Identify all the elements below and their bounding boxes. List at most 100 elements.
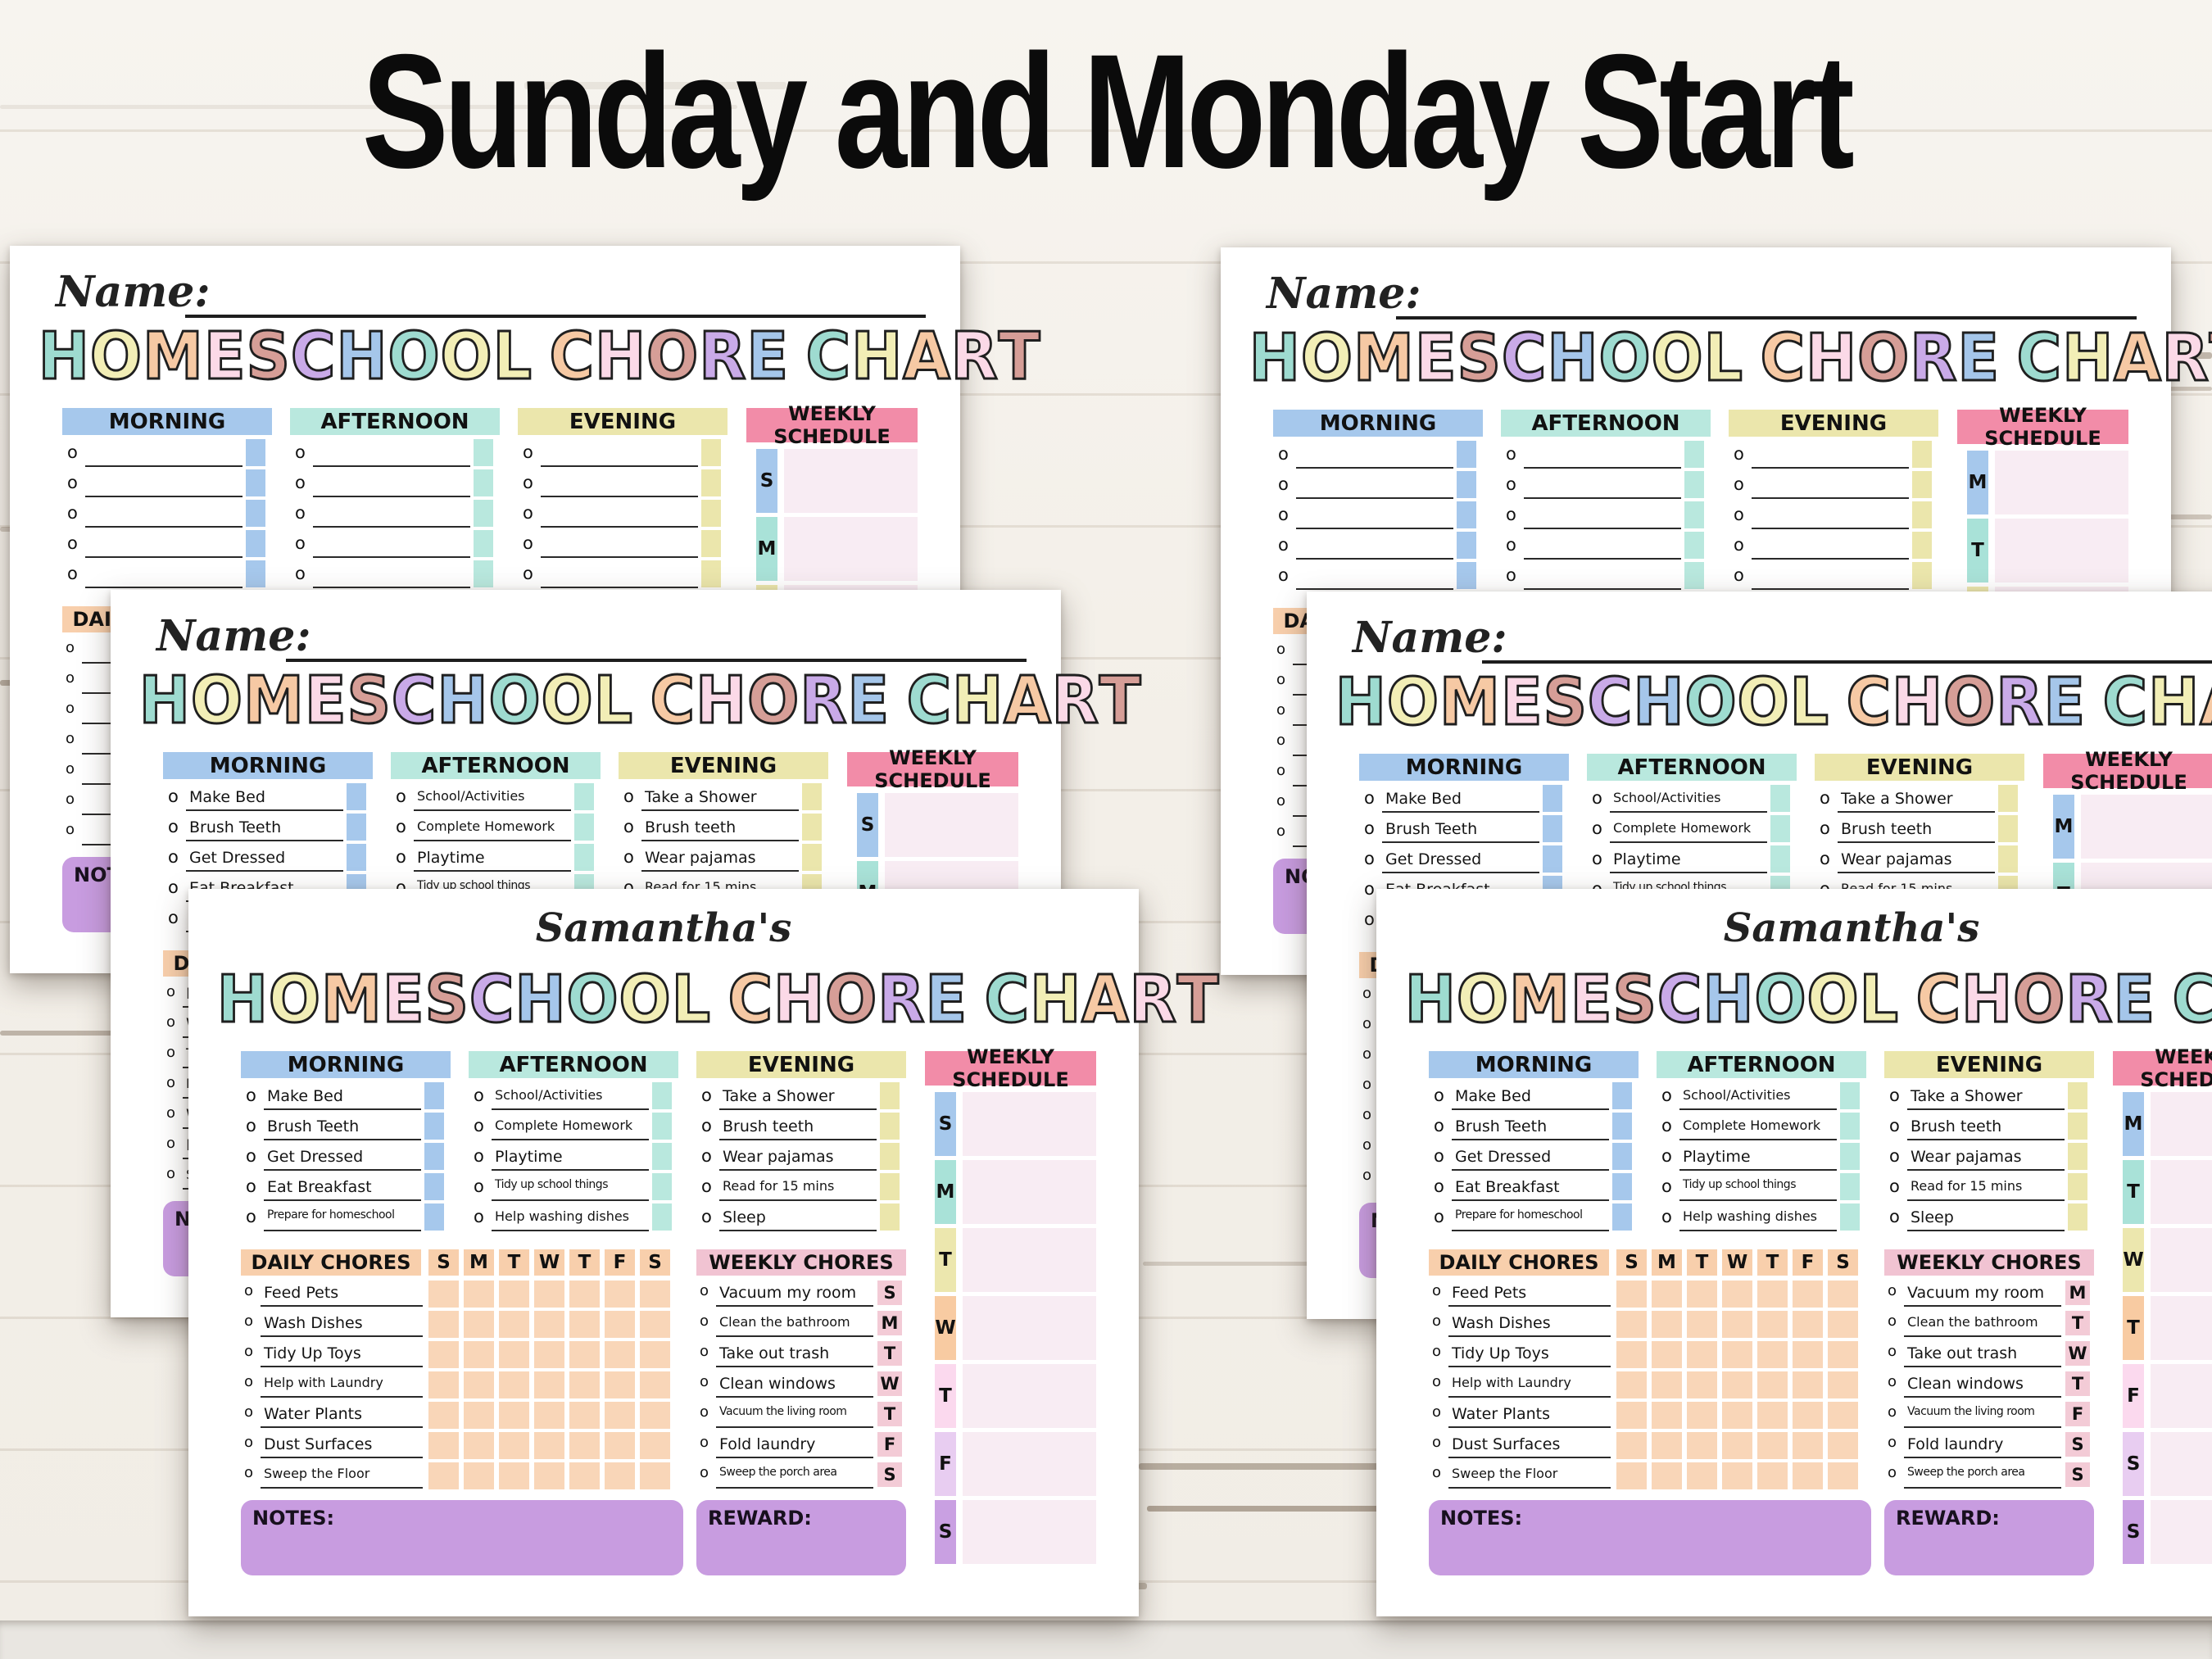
item-checkbox-area bbox=[880, 1173, 900, 1200]
weekly-schedule-row-block bbox=[963, 1432, 1096, 1496]
item-bullet: o bbox=[246, 1146, 256, 1166]
item-underline bbox=[1610, 872, 1767, 873]
title-letter: H bbox=[215, 962, 269, 1037]
daily-grid-cell bbox=[1616, 1402, 1647, 1429]
weekly-schedule-row-block bbox=[2151, 1228, 2212, 1292]
weekly-chore-text: Fold laundry bbox=[1907, 1435, 2004, 1453]
item-underline bbox=[1382, 841, 1539, 843]
title-letter: E bbox=[1956, 320, 2001, 396]
item-underline bbox=[641, 870, 799, 872]
chore-underline bbox=[1448, 1335, 1611, 1337]
daily-grid-cell bbox=[1616, 1371, 1647, 1398]
item-bullet: o bbox=[523, 442, 533, 462]
title-letter: S bbox=[346, 663, 392, 738]
item-underline bbox=[492, 1139, 649, 1140]
section-header-morning: MORNING bbox=[241, 1051, 451, 1078]
item-underline bbox=[1679, 1139, 1837, 1140]
daily-day-letter: T bbox=[1757, 1249, 1788, 1276]
title-letter: O bbox=[1806, 962, 1860, 1037]
item-bullet: o bbox=[1364, 909, 1375, 929]
chore-bullet: o bbox=[1276, 762, 1286, 779]
chore-bullet: o bbox=[1432, 1373, 1442, 1390]
item-bullet: o bbox=[1434, 1176, 1444, 1196]
item-checkbox-area bbox=[652, 1143, 672, 1170]
chore-bullet: o bbox=[166, 983, 176, 1000]
item-text-afternoon: Playtime bbox=[495, 1148, 563, 1166]
daily-grid-cell bbox=[464, 1432, 494, 1459]
title-letter: E bbox=[1569, 962, 1613, 1037]
daily-day-letter: S bbox=[428, 1249, 459, 1276]
daily-day-letter: M bbox=[464, 1249, 494, 1276]
item-checkbox-area bbox=[652, 1173, 672, 1200]
daily-grid-cell bbox=[640, 1311, 670, 1338]
daily-grid-cell bbox=[1616, 1341, 1647, 1368]
daily-day-letter: T bbox=[499, 1249, 529, 1276]
daily-grid-cell bbox=[428, 1281, 459, 1308]
daily-grid-cell bbox=[569, 1402, 600, 1429]
chore-bullet: o bbox=[66, 669, 75, 687]
title-letter: A bbox=[1003, 663, 1052, 738]
item-bullet: o bbox=[295, 564, 306, 583]
chore-underline bbox=[1448, 1305, 1611, 1307]
item-checkbox-area bbox=[574, 783, 594, 810]
daily-grid-cell bbox=[428, 1462, 459, 1489]
weekly-chore-day-tab: M bbox=[877, 1311, 902, 1335]
item-text-afternoon: Playtime bbox=[1683, 1148, 1751, 1166]
section-header-weekly-schedule: WEEKLY SCHEDULE bbox=[847, 746, 1018, 792]
item-underline bbox=[85, 556, 243, 558]
daily-chore-text: Water Plants bbox=[264, 1405, 362, 1423]
chore-bullet: o bbox=[244, 1282, 254, 1299]
item-bullet: o bbox=[1734, 474, 1744, 494]
item-text-evening: Wear pajamas bbox=[1911, 1148, 2022, 1166]
item-underline bbox=[1752, 467, 1909, 469]
section-header-morning: MORNING bbox=[1359, 754, 1569, 781]
title-letter: O bbox=[439, 319, 493, 394]
daily-day-letter: S bbox=[1828, 1249, 1858, 1276]
daily-grid-cell bbox=[605, 1371, 635, 1398]
item-text-morning: Eat Breakfast bbox=[267, 1178, 372, 1196]
item-checkbox-area bbox=[474, 560, 493, 587]
daily-grid-cell bbox=[640, 1341, 670, 1368]
weekly-chore-text: Clean windows bbox=[1907, 1375, 2024, 1393]
title-letter: O bbox=[189, 663, 243, 738]
item-checkbox-area bbox=[1840, 1143, 1860, 1170]
daily-grid-cell bbox=[534, 1402, 564, 1429]
title-letter: C bbox=[1501, 320, 1548, 396]
item-checkbox-area bbox=[701, 500, 721, 527]
item-checkbox-area bbox=[1612, 1173, 1632, 1200]
item-text-afternoon: Tidy up school things bbox=[495, 1178, 608, 1191]
title-letter: E bbox=[2112, 962, 2156, 1037]
item-checkbox-area bbox=[246, 439, 265, 466]
title-letter: C bbox=[548, 319, 596, 394]
item-underline bbox=[1907, 1108, 2065, 1110]
weekly-chore-underline bbox=[1904, 1305, 2061, 1307]
chore-bullet: o bbox=[1362, 1106, 1372, 1123]
item-checkbox-area bbox=[1912, 471, 1932, 498]
item-bullet: o bbox=[1889, 1146, 1900, 1166]
title-letter: O bbox=[1598, 320, 1652, 396]
daily-day-letter: S bbox=[1616, 1249, 1647, 1276]
title-letter: H bbox=[1805, 320, 1858, 396]
item-checkbox-area bbox=[2068, 1203, 2087, 1231]
weekly-chore-underline bbox=[716, 1335, 873, 1337]
daily-grid-cell bbox=[1757, 1371, 1788, 1398]
item-bullet: o bbox=[474, 1176, 484, 1196]
section-header-afternoon: AFTERNOON bbox=[1657, 1051, 1866, 1078]
daily-grid-cell bbox=[640, 1402, 670, 1429]
item-text-afternoon: Complete Homework bbox=[495, 1117, 633, 1133]
item-checkbox-area bbox=[1457, 471, 1476, 498]
item-underline bbox=[1524, 588, 1681, 590]
item-checkbox-area bbox=[880, 1203, 900, 1231]
item-bullet: o bbox=[1364, 818, 1375, 838]
title-letter: A bbox=[902, 319, 951, 394]
daily-day-letter: F bbox=[1793, 1249, 1823, 1276]
chore-bullet: o bbox=[1432, 1282, 1442, 1299]
item-underline bbox=[1752, 497, 1909, 499]
item-bullet: o bbox=[1820, 818, 1830, 838]
weekly-schedule-day-tab: T bbox=[2123, 1296, 2144, 1360]
daily-grid-cell bbox=[569, 1281, 600, 1308]
item-checkbox-area bbox=[347, 844, 366, 871]
daily-grid-cell bbox=[534, 1281, 564, 1308]
